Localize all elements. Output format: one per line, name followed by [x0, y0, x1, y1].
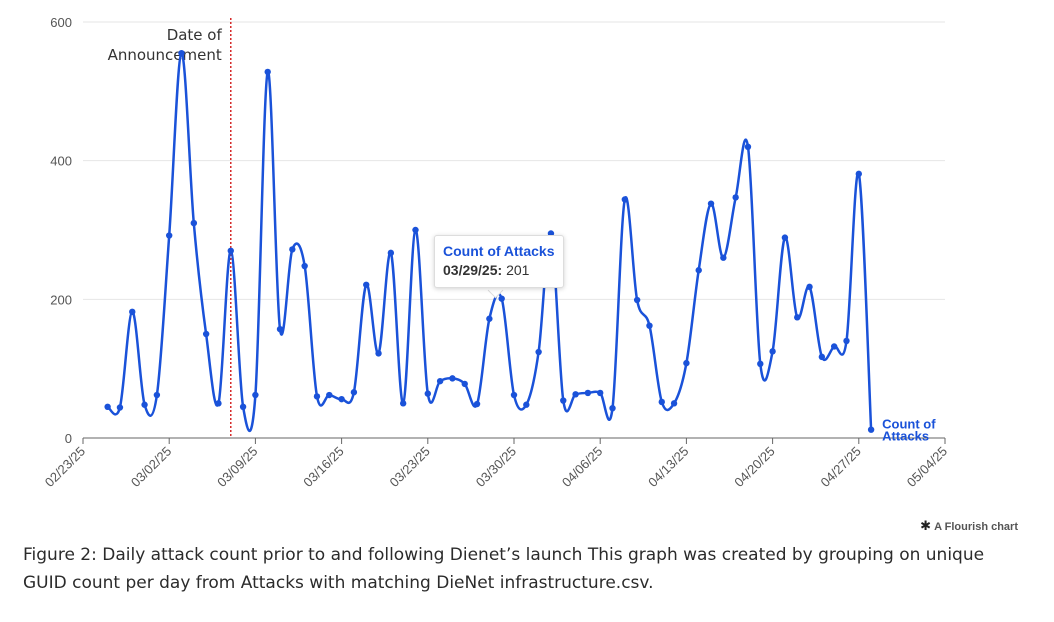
data-point[interactable]: [486, 315, 493, 322]
x-tick-label: 03/16/25: [300, 444, 346, 490]
line-chart: 0 200 400 600 02/23/25 03/02/25 03/09/25 03/16…: [42, 15, 950, 490]
data-point[interactable]: [104, 403, 111, 410]
data-point[interactable]: [166, 232, 173, 239]
series-end-label-line-2: Attacks: [882, 429, 929, 444]
data-point[interactable]: [153, 391, 161, 399]
x-tick-label: 03/09/25: [214, 444, 260, 490]
data-point[interactable]: [670, 400, 678, 407]
x-tick-label: 04/20/25: [731, 444, 777, 490]
data-point[interactable]: [461, 380, 468, 388]
data-point[interactable]: [609, 404, 616, 412]
x-tick-label: 04/13/25: [645, 444, 691, 490]
data-point[interactable]: [313, 393, 321, 400]
data-point[interactable]: [707, 200, 715, 207]
tooltip-body: 03/29/25: 201: [443, 261, 554, 280]
data-point[interactable]: [301, 262, 308, 270]
data-point[interactable]: [523, 401, 530, 408]
data-point[interactable]: [621, 196, 629, 203]
data-point[interactable]: [190, 219, 198, 227]
series-end-label-line-1: Count of: [882, 417, 936, 432]
data-point[interactable]: [338, 395, 345, 403]
data-point[interactable]: [818, 353, 826, 361]
announcement-label-line-2: Announcement: [108, 46, 222, 64]
data-point[interactable]: [202, 330, 210, 338]
data-point[interactable]: [720, 254, 727, 261]
data-point[interactable]: [843, 337, 850, 345]
x-tick-label: 03/30/25: [473, 444, 519, 490]
data-point[interactable]: [424, 390, 431, 397]
data-point[interactable]: [633, 296, 641, 304]
y-tick-label: 600: [50, 15, 72, 30]
chart-tooltip: Count of Attacks 03/29/25: 201: [434, 235, 565, 288]
data-point[interactable]: [560, 397, 567, 404]
data-point[interactable]: [375, 350, 382, 357]
data-point[interactable]: [744, 143, 752, 150]
data-point[interactable]: [535, 348, 542, 356]
data-point[interactable]: [597, 389, 604, 397]
data-point[interactable]: [116, 404, 124, 411]
tooltip-title: Count of Attacks: [443, 243, 555, 259]
y-axis-ticks: 0 200 400 600: [50, 15, 72, 446]
data-point[interactable]: [141, 401, 148, 408]
data-point[interactable]: [732, 194, 739, 201]
data-point[interactable]: [658, 398, 665, 406]
data-point[interactable]: [510, 391, 518, 399]
data-point[interactable]: [363, 281, 370, 288]
data-point[interactable]: [412, 226, 419, 234]
data-point[interactable]: [806, 283, 813, 291]
flourish-logo-icon: ✱: [920, 518, 932, 533]
data-point[interactable]: [276, 325, 284, 333]
announcement-label-line-1: Date of: [167, 26, 223, 44]
data-point[interactable]: [387, 249, 395, 257]
data-point[interactable]: [399, 400, 407, 407]
data-point[interactable]: [572, 391, 579, 398]
data-point[interactable]: [252, 391, 259, 399]
flourish-credit[interactable]: ✱ A Flourish chart: [920, 518, 1018, 534]
data-point[interactable]: [178, 50, 185, 57]
data-point[interactable]: [498, 295, 505, 302]
tooltip-value: 201: [506, 262, 530, 278]
data-point[interactable]: [227, 247, 234, 254]
data-point[interactable]: [436, 377, 444, 385]
x-tick-label: 03/02/25: [128, 444, 174, 490]
data-points: [104, 50, 875, 433]
x-tick-label: 03/23/25: [387, 444, 433, 490]
data-point[interactable]: [855, 170, 862, 178]
data-point[interactable]: [781, 234, 789, 241]
tooltip-date: 03/29/25:: [443, 262, 503, 278]
x-tick-label: 05/04/25: [904, 444, 950, 490]
data-point[interactable]: [695, 267, 702, 274]
x-tick-label: 04/06/25: [559, 444, 605, 490]
data-point[interactable]: [830, 343, 838, 350]
data-point[interactable]: [449, 375, 456, 382]
data-point[interactable]: [129, 308, 136, 316]
data-point[interactable]: [289, 246, 296, 253]
x-tick-label: 02/23/25: [42, 444, 88, 490]
x-axis-ticks: 02/23/25 03/02/25 03/09/25 03/16/25 03/23/25…: [42, 438, 950, 490]
data-point[interactable]: [215, 400, 222, 407]
y-tick-label: 400: [50, 154, 72, 169]
x-tick-label: 04/27/25: [818, 444, 864, 490]
data-point[interactable]: [239, 403, 247, 410]
data-point[interactable]: [584, 389, 592, 397]
data-point[interactable]: [350, 389, 358, 396]
y-tick-label: 0: [65, 431, 72, 446]
data-point[interactable]: [794, 314, 801, 321]
figure-caption: Figure 2: Daily attack count prior to an…: [23, 545, 985, 593]
data-point[interactable]: [473, 400, 481, 408]
data-point[interactable]: [757, 360, 764, 368]
y-tick-label: 200: [50, 292, 72, 307]
data-point[interactable]: [264, 68, 271, 76]
data-point[interactable]: [867, 426, 875, 433]
data-point[interactable]: [769, 348, 776, 355]
data-point[interactable]: [646, 322, 653, 329]
data-point[interactable]: [683, 359, 690, 367]
credit-text: A Flourish chart: [934, 521, 1018, 533]
data-point[interactable]: [326, 391, 333, 399]
